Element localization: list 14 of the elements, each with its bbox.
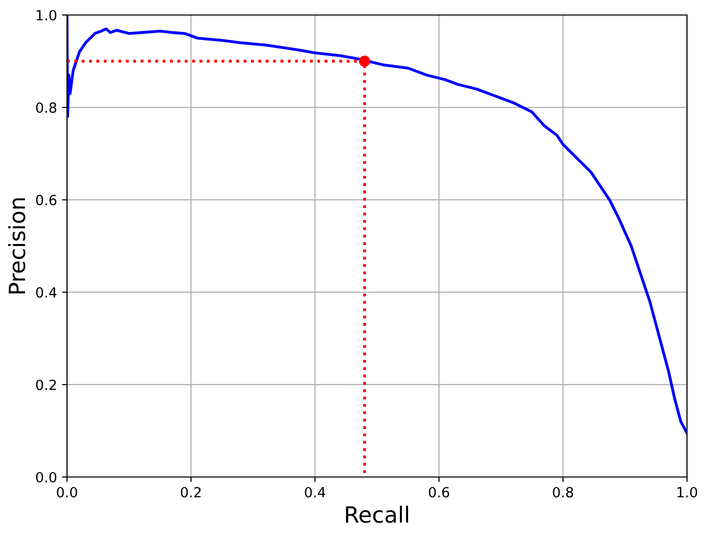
x-tick-label: 0.8	[552, 486, 574, 498]
y-tick-label: 0.2	[36, 380, 56, 390]
x-tick-label: 1.0	[677, 486, 698, 498]
y-tick-label: 0.6	[36, 194, 56, 206]
y-tick-label: 0.0	[36, 472, 56, 482]
x-tick-label: 0.6	[428, 486, 450, 498]
y-tick-label: 0.8	[36, 102, 56, 113]
x-axis-title: Recall	[346, 506, 408, 523]
y-axis-title: Precision	[8, 198, 26, 294]
y-tick-label: 1.0	[36, 10, 56, 20]
x-tick-label: 0.4	[304, 486, 326, 498]
x-tick-label: 0.0	[56, 486, 78, 498]
x-tick-label: 0.2	[180, 486, 201, 498]
y-tick-label: 0.4	[36, 287, 56, 298]
